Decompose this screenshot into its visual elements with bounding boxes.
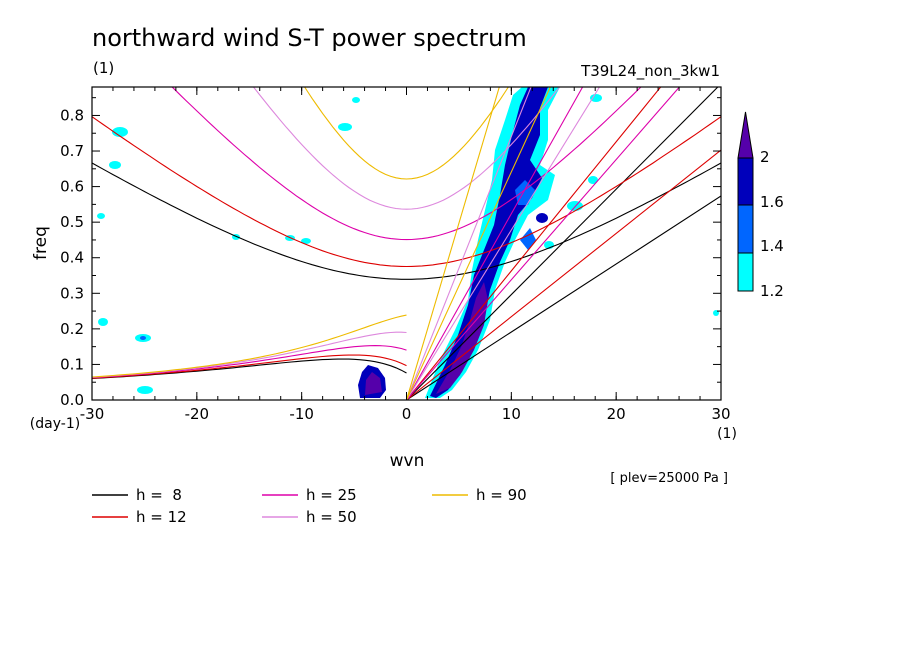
dispersion-curve [92, 354, 407, 379]
dispersion-curve [406, 87, 584, 400]
contour-region [588, 176, 598, 184]
dispersion-curve [406, 87, 601, 400]
contour-region [140, 336, 146, 340]
dispersion-curve [252, 87, 561, 210]
dispersion-curve [171, 87, 642, 241]
power-spectrum-shading [97, 87, 719, 398]
x-tick-label: -30 [80, 405, 105, 423]
contour-region [536, 213, 548, 223]
y-tick-label: 0.3 [60, 284, 84, 302]
x-tick-label: 20 [607, 405, 626, 423]
x-tick-label: 0 [402, 405, 412, 423]
y-tick-label: 0.7 [60, 142, 84, 160]
contour-region [109, 161, 121, 169]
contour-region [520, 228, 536, 250]
x-tick-label: -10 [289, 405, 314, 423]
dispersion-curve [406, 195, 721, 400]
contour-region [430, 87, 548, 398]
x-tick-label: 30 [711, 405, 730, 423]
contour-region [338, 123, 352, 131]
plot-frame [91, 86, 722, 401]
contour-region [97, 213, 105, 219]
y-tick-label: 0.4 [60, 249, 84, 267]
x-tick-label: 10 [502, 405, 521, 423]
colorbar-label: 2 [760, 148, 770, 166]
y-axis-unit: (day-1) [30, 416, 80, 432]
dispersion-curve [406, 149, 721, 400]
dispersion-curve [92, 358, 407, 380]
dispersion-curve [406, 87, 662, 400]
y-tick-label: 0.6 [60, 178, 84, 196]
dispersion-curves [92, 87, 721, 400]
dispersion-curve [406, 87, 551, 400]
y-tick-label: 0.2 [60, 320, 84, 338]
dispersion-curve [92, 345, 407, 379]
y-tick-label: 0.0 [60, 391, 84, 409]
y-axis: 0.0 0.1 0.2 0.3 0.4 0.5 0.6 0.7 0.8 [60, 97, 721, 409]
x-axis: -30 -20 -10 0 10 20 30 [80, 87, 731, 423]
dispersion-curve [303, 87, 510, 180]
dispersion-curve [406, 87, 681, 400]
contour-region [590, 94, 602, 102]
contour-region [365, 372, 382, 395]
legend: h = 8 h = 12 h = 25 h = 50 h = 90 [92, 486, 527, 526]
y-axis-title: freq [31, 226, 51, 260]
legend-label: h = 8 [136, 486, 182, 504]
contour-region [352, 97, 360, 103]
dispersion-curve [405, 87, 532, 400]
legend-label: h = 90 [476, 486, 527, 504]
chart-subtitle-right: T39L24_non_3kw1 [580, 62, 720, 81]
colorbar-extension [737, 111, 754, 159]
colorbar-swatch [737, 157, 754, 206]
contour-region [112, 127, 128, 137]
colorbar-label: 1.6 [760, 193, 784, 211]
contour-region [436, 282, 488, 394]
dispersion-curve [92, 314, 407, 378]
x-axis-unit: (1) [717, 426, 737, 442]
contour-region [137, 386, 153, 394]
x-axis-title: wvn [390, 451, 425, 471]
dispersion-curve [92, 162, 721, 280]
y-tick-label: 0.1 [60, 355, 84, 373]
chart-title: northward wind S-T power spectrum [92, 24, 527, 52]
legend-label: h = 25 [306, 486, 357, 504]
contour-region [98, 318, 108, 326]
legend-label: h = 12 [136, 508, 187, 526]
dispersion-curve [406, 87, 719, 400]
contour-region [301, 238, 311, 244]
dispersion-curve [405, 87, 500, 400]
colorbar-swatch [737, 204, 754, 254]
y-tick-label: 0.5 [60, 213, 84, 231]
dispersion-curve [92, 116, 721, 268]
x-tick-label: -20 [185, 405, 210, 423]
y-tick-label: 0.8 [60, 106, 84, 124]
chart-subtitle-left: (1) [93, 59, 114, 77]
colorbar-swatch [737, 252, 754, 292]
legend-label: h = 50 [306, 508, 357, 526]
colorbar-label: 1.2 [760, 282, 784, 300]
colorbar-label: 1.4 [760, 237, 784, 255]
colorbar: 1.2 1.4 1.6 2 [737, 111, 784, 300]
level-annotation: [ plev=25000 Pa ] [610, 471, 728, 486]
